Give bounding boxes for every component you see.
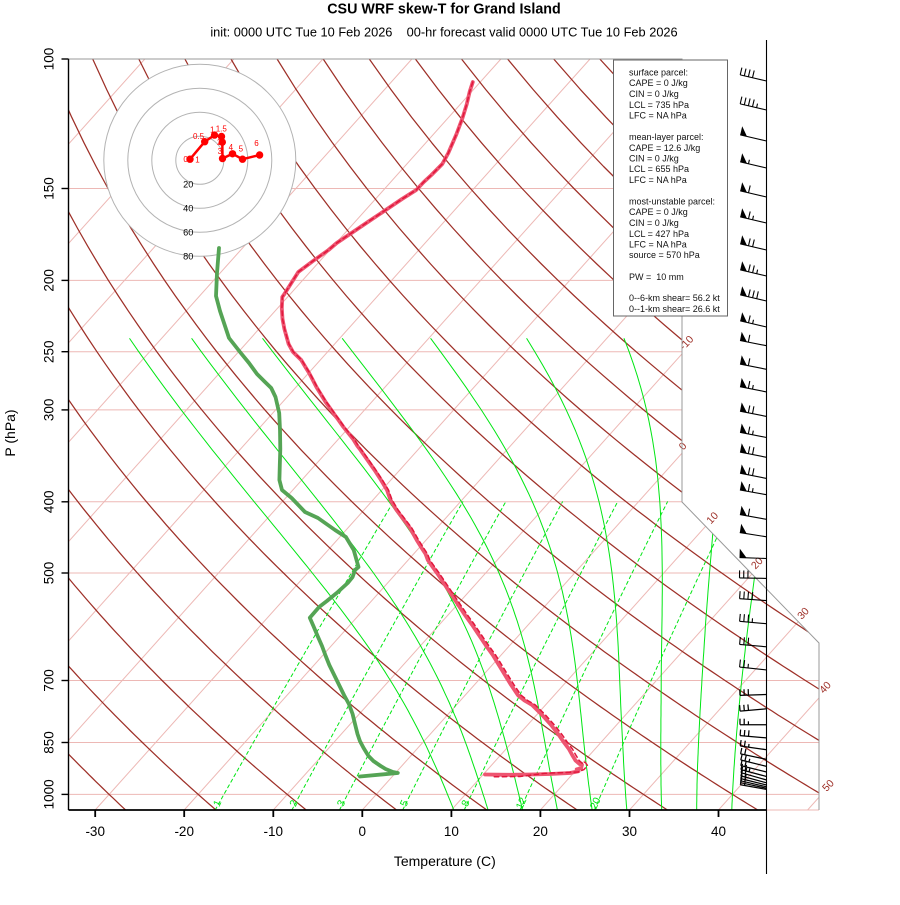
svg-text:Temperature (C): Temperature (C): [394, 853, 496, 869]
svg-text:5: 5: [239, 145, 244, 154]
svg-text:0.5: 0.5: [193, 132, 205, 141]
svg-text:PW = 10 mm: PW = 10 mm: [629, 272, 684, 282]
svg-text:-10: -10: [264, 824, 284, 839]
svg-text:mean-layer parcel:: mean-layer parcel:: [629, 132, 704, 142]
svg-text:P (hPa): P (hPa): [2, 409, 18, 456]
svg-text:1.5: 1.5: [216, 125, 228, 134]
svg-text:4: 4: [229, 143, 234, 152]
svg-text:CIN = 0 J/kg: CIN = 0 J/kg: [629, 218, 679, 228]
svg-text:most-unstable parcel:: most-unstable parcel:: [629, 197, 715, 207]
svg-text:LFC = NA hPa: LFC = NA hPa: [629, 111, 687, 121]
svg-text:850: 850: [42, 731, 57, 754]
svg-text:200: 200: [42, 269, 57, 292]
svg-text:CAPE = 0 J/kg: CAPE = 0 J/kg: [629, 207, 688, 217]
svg-text:500: 500: [42, 562, 57, 585]
svg-text:CIN = 0 J/kg: CIN = 0 J/kg: [629, 89, 679, 99]
svg-text:0--6-km shear= 56.2 kt: 0--6-km shear= 56.2 kt: [629, 293, 720, 303]
svg-text:-30: -30: [85, 824, 105, 839]
svg-text:300: 300: [42, 399, 57, 422]
svg-text:40: 40: [711, 824, 726, 839]
svg-text:init: 0000 UTC Tue 10 Feb 2026: init: 0000 UTC Tue 10 Feb 2026 00-hr for…: [210, 25, 677, 40]
svg-text:3: 3: [218, 147, 223, 156]
svg-text:700: 700: [42, 669, 57, 692]
svg-text:LCL = 655 hPa: LCL = 655 hPa: [629, 164, 689, 174]
svg-text:CAPE = 12.6 J/kg: CAPE = 12.6 J/kg: [629, 143, 700, 153]
svg-text:250: 250: [42, 340, 57, 363]
svg-text:LFC = NA hPa: LFC = NA hPa: [629, 175, 687, 185]
svg-text:400: 400: [42, 491, 57, 514]
svg-text:20: 20: [183, 180, 193, 190]
svg-text:CIN = 0 J/kg: CIN = 0 J/kg: [629, 154, 679, 164]
svg-text:2: 2: [217, 138, 222, 147]
svg-text:1: 1: [195, 155, 200, 164]
svg-text:-20: -20: [174, 824, 194, 839]
svg-text:40: 40: [183, 204, 193, 214]
svg-text:150: 150: [42, 177, 57, 200]
svg-text:LCL = 427 hPa: LCL = 427 hPa: [629, 229, 689, 239]
svg-text:LFC = NA hPa: LFC = NA hPa: [629, 240, 687, 250]
svg-text:60: 60: [183, 228, 193, 238]
svg-text:1000: 1000: [42, 779, 57, 809]
svg-text:80: 80: [183, 252, 193, 262]
svg-text:0--1-km shear= 26.6 kt: 0--1-km shear= 26.6 kt: [629, 304, 720, 314]
svg-text:LCL = 735 hPa: LCL = 735 hPa: [629, 100, 689, 110]
svg-text:6: 6: [254, 139, 259, 148]
svg-text:20: 20: [533, 824, 548, 839]
svg-text:surface parcel:: surface parcel:: [629, 68, 688, 78]
svg-text:CAPE = 0 J/kg: CAPE = 0 J/kg: [629, 78, 688, 88]
svg-text:100: 100: [42, 48, 57, 71]
svg-text:10: 10: [444, 824, 459, 839]
svg-text:1: 1: [210, 125, 215, 134]
svg-text:30: 30: [622, 824, 637, 839]
svg-text:0: 0: [183, 155, 188, 164]
svg-text:CSU WRF skew-T for Grand Islan: CSU WRF skew-T for Grand Island: [327, 2, 561, 18]
svg-text:source = 570 hPa: source = 570 hPa: [629, 250, 700, 260]
svg-text:0: 0: [359, 824, 367, 839]
